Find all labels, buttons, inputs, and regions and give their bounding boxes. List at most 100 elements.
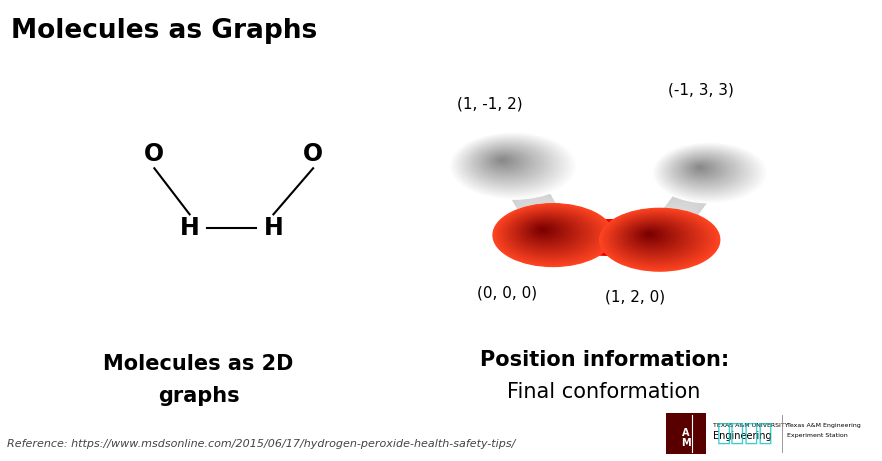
Circle shape [579, 220, 646, 255]
Circle shape [519, 218, 575, 247]
Circle shape [486, 152, 525, 172]
Circle shape [523, 218, 590, 253]
Circle shape [663, 148, 752, 195]
Circle shape [521, 204, 560, 224]
Circle shape [513, 214, 584, 251]
Circle shape [690, 162, 714, 175]
Circle shape [670, 152, 742, 189]
Circle shape [534, 225, 555, 236]
Circle shape [512, 214, 585, 252]
Text: TEXAS A&M UNIVERSITY: TEXAS A&M UNIVERSITY [713, 423, 789, 427]
Circle shape [494, 156, 513, 166]
Circle shape [514, 215, 582, 250]
Circle shape [672, 153, 739, 188]
Circle shape [515, 192, 554, 213]
Circle shape [468, 142, 550, 185]
Text: Position information:: Position information: [480, 349, 729, 370]
Circle shape [520, 218, 574, 246]
Circle shape [528, 222, 562, 240]
Circle shape [699, 167, 702, 169]
Circle shape [680, 157, 728, 182]
Circle shape [499, 159, 505, 162]
Circle shape [483, 150, 528, 174]
Circle shape [612, 215, 702, 262]
Circle shape [469, 143, 549, 185]
Circle shape [553, 219, 620, 254]
Circle shape [589, 221, 656, 256]
Circle shape [458, 137, 565, 193]
Circle shape [485, 151, 526, 172]
Text: Molecules as Graphs: Molecules as Graphs [11, 18, 317, 44]
Circle shape [472, 144, 546, 183]
Circle shape [511, 213, 587, 253]
Text: (-1, 3, 3): (-1, 3, 3) [669, 83, 734, 97]
Circle shape [624, 221, 685, 253]
Circle shape [604, 221, 671, 256]
Circle shape [531, 224, 558, 238]
Circle shape [499, 207, 603, 261]
Circle shape [484, 151, 527, 173]
Circle shape [463, 140, 558, 189]
Circle shape [676, 155, 734, 185]
Circle shape [586, 220, 653, 255]
Circle shape [608, 221, 675, 256]
Circle shape [642, 230, 658, 239]
Circle shape [575, 220, 642, 255]
Circle shape [659, 146, 759, 198]
Circle shape [622, 220, 688, 254]
Circle shape [638, 228, 665, 242]
Circle shape [516, 216, 580, 249]
Circle shape [496, 205, 609, 265]
Circle shape [637, 228, 667, 243]
Circle shape [521, 219, 573, 246]
Circle shape [527, 221, 564, 241]
Circle shape [663, 148, 751, 195]
Circle shape [504, 173, 542, 194]
Circle shape [605, 211, 713, 267]
Circle shape [511, 213, 588, 254]
Circle shape [606, 212, 710, 266]
Circle shape [487, 152, 523, 171]
Circle shape [475, 146, 541, 180]
Circle shape [662, 148, 755, 196]
Circle shape [497, 206, 609, 264]
Circle shape [511, 185, 549, 205]
Circle shape [557, 219, 624, 254]
Text: (1, 2, 0): (1, 2, 0) [605, 290, 665, 305]
Circle shape [671, 153, 740, 189]
Circle shape [522, 219, 572, 245]
Circle shape [658, 146, 759, 199]
Circle shape [532, 224, 557, 237]
Circle shape [639, 229, 664, 242]
Circle shape [634, 226, 670, 245]
Circle shape [560, 219, 627, 254]
Circle shape [695, 165, 706, 171]
Circle shape [615, 216, 699, 260]
Circle shape [615, 222, 682, 257]
Circle shape [640, 230, 661, 240]
Circle shape [475, 146, 542, 181]
Circle shape [633, 226, 671, 246]
Circle shape [671, 191, 706, 210]
Circle shape [666, 199, 701, 218]
Circle shape [620, 219, 691, 256]
Circle shape [679, 157, 729, 183]
Circle shape [477, 147, 537, 178]
Circle shape [480, 148, 533, 176]
Circle shape [629, 224, 678, 249]
Circle shape [654, 214, 690, 232]
Circle shape [515, 215, 581, 250]
Circle shape [601, 221, 668, 256]
Circle shape [489, 153, 520, 170]
Circle shape [534, 225, 554, 236]
Circle shape [686, 160, 719, 177]
Circle shape [527, 222, 564, 241]
Circle shape [691, 163, 712, 174]
Circle shape [683, 159, 724, 180]
Text: Final conformation: Final conformation [507, 382, 701, 402]
Circle shape [524, 220, 568, 243]
Circle shape [656, 145, 763, 201]
Circle shape [542, 229, 543, 230]
Circle shape [662, 148, 754, 196]
Circle shape [538, 227, 548, 232]
